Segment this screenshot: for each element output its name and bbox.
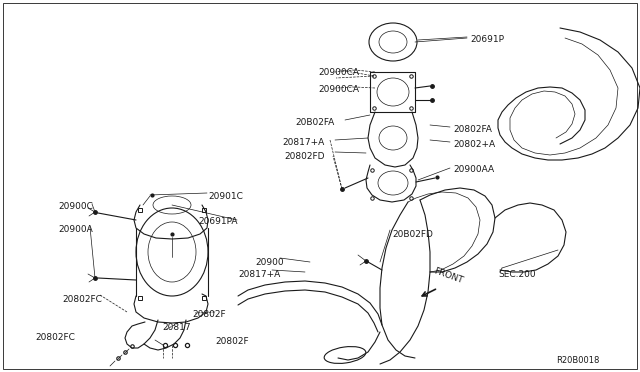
Text: 20802F: 20802F: [192, 310, 226, 319]
Text: 20817: 20817: [162, 323, 191, 332]
Text: 20691PA: 20691PA: [198, 217, 237, 226]
Text: 20900CA: 20900CA: [318, 85, 359, 94]
Text: 20802FC: 20802FC: [35, 333, 75, 342]
Text: 20901C: 20901C: [208, 192, 243, 201]
Text: 20691P: 20691P: [470, 35, 504, 44]
Text: 20802F: 20802F: [215, 337, 248, 346]
Text: 20802+A: 20802+A: [453, 140, 495, 149]
Text: 20900C: 20900C: [58, 202, 93, 211]
Text: 20900: 20900: [255, 258, 284, 267]
Text: 20802FA: 20802FA: [453, 125, 492, 134]
Text: 20900CA: 20900CA: [318, 68, 359, 77]
Text: 20817+A: 20817+A: [282, 138, 324, 147]
Text: 20900A: 20900A: [58, 225, 93, 234]
Text: FRONT: FRONT: [432, 266, 464, 285]
Text: 20802FD: 20802FD: [284, 152, 324, 161]
Text: SEC.200: SEC.200: [498, 270, 536, 279]
Text: 20900AA: 20900AA: [453, 165, 494, 174]
Text: 20B02FA: 20B02FA: [295, 118, 334, 127]
Text: 20802FC: 20802FC: [62, 295, 102, 304]
Text: R20B0018: R20B0018: [556, 356, 600, 365]
Text: 20817+A: 20817+A: [238, 270, 280, 279]
Text: 20B02FD: 20B02FD: [392, 230, 433, 239]
